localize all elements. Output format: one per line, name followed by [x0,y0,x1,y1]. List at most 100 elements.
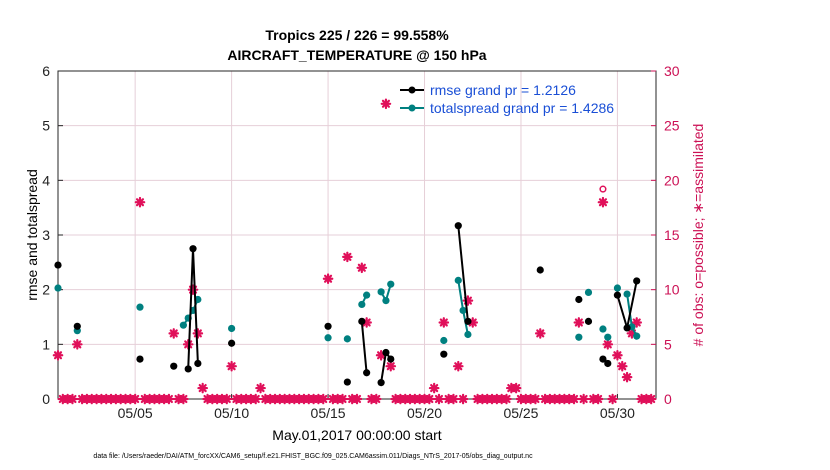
obs-star-ray [622,373,632,382]
spread-point [343,335,351,343]
obs-star-ray [343,252,352,261]
obs-star-ray [459,394,468,404]
y2-tick-label: 5 [664,336,672,352]
rmse-point [377,379,385,387]
spread-point [575,333,583,341]
obs-zero-marker [250,393,262,405]
obs-zero-marker [457,393,469,405]
spread-point [459,306,467,315]
spread-point [623,290,631,298]
y-tick-label: 4 [42,172,50,188]
obs-assimilated-marker [597,196,609,208]
rmse-point [633,277,641,285]
obs-zero-marker [607,393,618,405]
rmse-point [189,245,197,253]
obs-star-ray [608,394,617,404]
obs-assimilated-marker [428,382,440,394]
rmse-point [440,350,448,358]
y-axis-label: rmse and totalspread [24,169,40,301]
obs-zero-marker [530,393,541,405]
obs-zero-marker [424,393,435,405]
obs-star-ray [468,318,477,327]
obs-star-ray [179,394,188,404]
obs-star-ray [531,394,540,404]
y2-tick-label: 10 [664,282,680,298]
obs-star-ray [512,383,521,393]
rmse-point [343,378,351,386]
obs-zero-marker [163,393,175,405]
obs-assimilated-marker [534,328,546,339]
obs-assimilated-marker [380,98,392,110]
obs-zero-marker [578,393,589,405]
rmse-point [536,266,544,274]
spread-point [584,288,593,296]
obs-star-ray [357,263,366,272]
y2-tick-label: 15 [664,227,680,243]
obs-star-ray [131,394,140,404]
rmse-point [382,348,390,357]
chart-title-line2: AIRCRAFT_TEMPERATURE @ 150 hPa [227,47,486,63]
y2-tick-label: 30 [664,63,680,79]
obs-assimilated-marker [52,349,64,361]
obs-assimilated-marker [573,317,585,328]
obs-star-ray [256,383,265,393]
y2-tick-label: 0 [664,391,672,407]
obs-star-ray [227,362,236,371]
spread-point [324,334,332,342]
obs-assimilated-marker [168,328,180,339]
obs-star-ray [372,394,381,404]
rmse-point [613,291,622,299]
obs-assimilated-marker [510,382,522,394]
obs-star-ray [613,351,622,360]
rmse-point [170,362,178,370]
rmse-point [387,355,395,363]
obs-assimilated-marker [255,382,266,394]
obs-zero-marker [221,393,233,405]
spread-point [54,284,62,292]
obs-star-ray [362,318,371,327]
obs-star-ray [73,340,82,349]
x-axis-label: May.01,2017 00:00:00 start [272,427,442,443]
legend-spread-label: totalspread grand pr = 1.4286 [430,100,614,116]
obs-star-ray [198,383,207,393]
y2-tick-label: 20 [664,172,680,188]
obs-star-ray [323,274,333,283]
legend: rmse grand pr = 1.2126 totalspread grand… [400,82,614,116]
legend-spread-marker [408,104,416,112]
obs-star-ray [386,362,395,371]
obs-star-ray [454,362,463,371]
obs-zero-marker [129,393,141,405]
x-tick-label: 05/10 [214,405,249,421]
rmse-point [604,359,612,368]
obs-star-ray [164,394,173,404]
obs-star-ray [618,362,627,371]
obs-star-ray [502,394,511,404]
y-tick-label: 5 [42,118,50,134]
obs-zero-marker [501,393,512,405]
obs-star-ray [632,318,641,327]
rmse-point [575,295,583,304]
obs-star-ray [579,394,588,404]
obs-assimilated-marker [621,371,633,383]
obs-star-ray [222,394,231,404]
obs-assimilated-marker [197,382,208,394]
spread-point [179,321,187,329]
data-file-note: data file: /Users/raeder/DAI/ATM_forcXX/… [93,453,533,460]
obs-star-ray [251,394,260,404]
obs-star-ray [536,329,545,338]
obs-assimilated-marker [134,196,146,208]
obs-zero-marker [592,393,604,405]
chart-title-line1: Tropics 225 / 226 = 99.558% [265,27,449,43]
obs-assimilated-marker [385,360,397,372]
rmse-line [457,225,469,322]
obs-possible-marker [599,185,607,193]
rmse-point [584,317,593,325]
obs-assimilated-marker [438,317,450,328]
obs-star-ray [319,394,328,404]
obs-zero-marker [370,393,382,405]
obs-assimilated-marker [342,251,353,263]
spread-point [363,291,371,299]
spread-point [464,330,472,339]
obs-assimilated-marker [602,339,614,350]
spread-point [613,284,622,292]
